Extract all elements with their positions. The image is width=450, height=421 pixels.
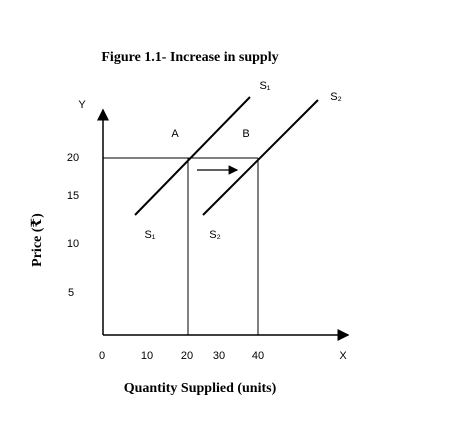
curve-label: S₂ <box>330 91 342 103</box>
y-tick-label: 20 <box>67 152 79 164</box>
curve-label: S₁ <box>259 80 270 92</box>
y-axis-label: Price (₹) <box>30 213 45 267</box>
x-axis-name: X <box>339 350 347 362</box>
point-label: A <box>171 128 179 140</box>
x-tick-label: 40 <box>252 350 264 362</box>
y-axis-name: Y <box>78 99 86 111</box>
curve-label: S₁ <box>144 229 155 241</box>
x-axis-label: Quantity Supplied (units) <box>124 381 277 396</box>
y-tick-label: 15 <box>67 190 79 202</box>
y-tick-label: 10 <box>67 238 79 250</box>
y-tick-label: 5 <box>68 287 74 299</box>
x-tick-label: 30 <box>213 350 225 362</box>
curve-label: S₂ <box>209 229 221 241</box>
x-tick-label: 10 <box>141 350 153 362</box>
title: Figure 1.1- Increase in supply <box>101 50 278 65</box>
x-tick-label: 0 <box>99 350 105 362</box>
point-label: B <box>242 128 249 140</box>
x-tick-label: 20 <box>181 350 193 362</box>
supply-curve-s1 <box>134 96 251 216</box>
supply-curve-s2 <box>202 99 319 216</box>
